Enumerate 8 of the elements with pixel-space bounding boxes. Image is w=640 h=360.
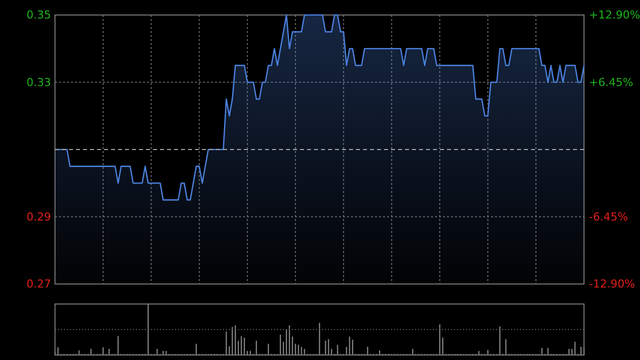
y-tick-label: 0.35 (26, 8, 51, 22)
y-tick-label: 0.27 (26, 278, 51, 291)
y2-tick-label: -6.45% (589, 210, 628, 224)
y2-tick-label: +6.45% (589, 76, 634, 89)
y2-tick-label: -12.90% (589, 278, 635, 291)
y-tick-label: 0.33 (26, 76, 51, 89)
y-tick-label: 0.29 (26, 210, 51, 224)
y2-tick-label: +12.90% (589, 8, 640, 22)
